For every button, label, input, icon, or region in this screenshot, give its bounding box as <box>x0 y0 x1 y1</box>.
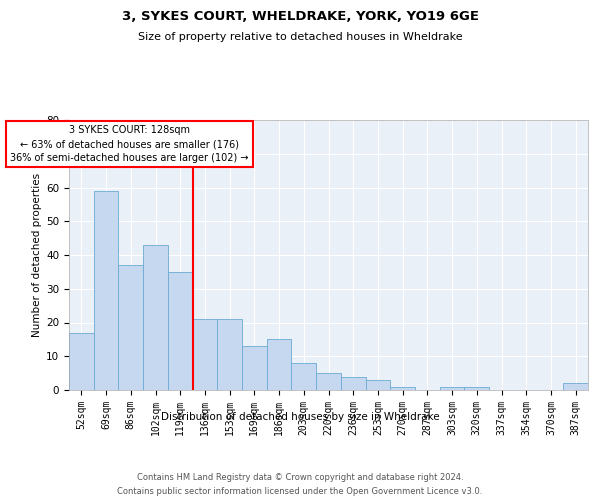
Text: 3, SYKES COURT, WHELDRAKE, YORK, YO19 6GE: 3, SYKES COURT, WHELDRAKE, YORK, YO19 6G… <box>121 10 479 23</box>
Bar <box>464 386 489 390</box>
Bar <box>242 346 267 390</box>
Y-axis label: Number of detached properties: Number of detached properties <box>32 173 42 337</box>
Bar <box>341 376 365 390</box>
Bar <box>563 383 588 390</box>
Bar <box>267 340 292 390</box>
Bar <box>143 245 168 390</box>
Text: Distribution of detached houses by size in Wheldrake: Distribution of detached houses by size … <box>161 412 439 422</box>
Bar <box>193 319 217 390</box>
Text: Contains HM Land Registry data © Crown copyright and database right 2024.: Contains HM Land Registry data © Crown c… <box>137 472 463 482</box>
Bar <box>365 380 390 390</box>
Bar <box>316 373 341 390</box>
Bar <box>217 319 242 390</box>
Bar <box>94 191 118 390</box>
Bar <box>440 386 464 390</box>
Bar <box>390 386 415 390</box>
Bar <box>69 332 94 390</box>
Bar <box>292 363 316 390</box>
Bar <box>118 265 143 390</box>
Text: 3 SYKES COURT: 128sqm
← 63% of detached houses are smaller (176)
36% of semi-det: 3 SYKES COURT: 128sqm ← 63% of detached … <box>10 125 249 163</box>
Text: Contains public sector information licensed under the Open Government Licence v3: Contains public sector information licen… <box>118 488 482 496</box>
Bar <box>168 272 193 390</box>
Text: Size of property relative to detached houses in Wheldrake: Size of property relative to detached ho… <box>137 32 463 42</box>
